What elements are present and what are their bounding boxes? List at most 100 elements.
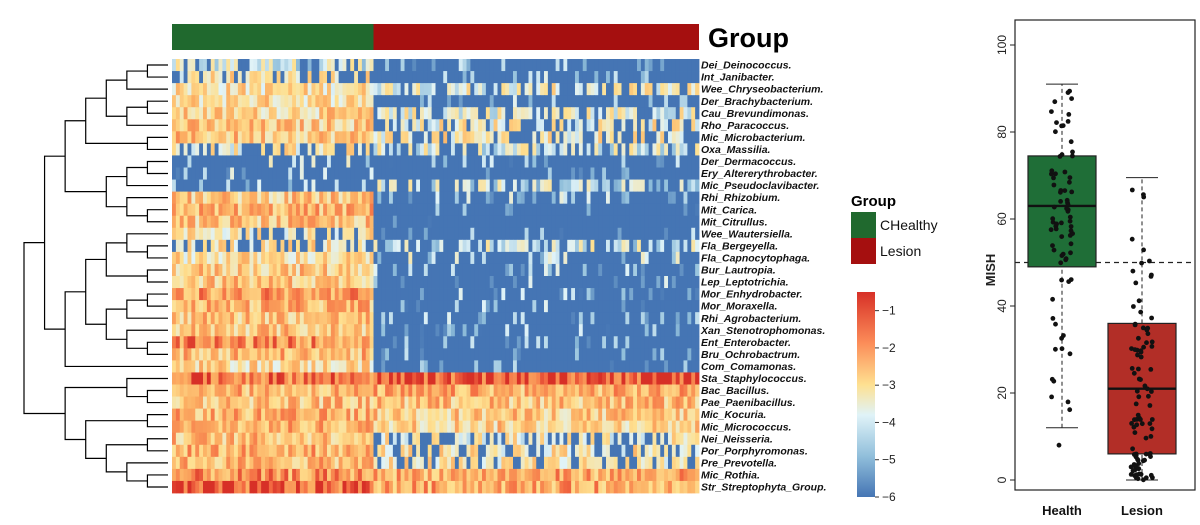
- heatmap-cell: [172, 480, 177, 494]
- heatmap-cell: [330, 131, 336, 144]
- heatmap-cell: [408, 251, 413, 265]
- heatmap-cell: [513, 95, 518, 108]
- heatmap-cell: [296, 336, 301, 349]
- heatmap-cell: [594, 191, 599, 205]
- heatmap-cell: [272, 312, 278, 325]
- heatmap-cell: [489, 468, 495, 482]
- heatmap-cell: [648, 71, 653, 84]
- heatmap-cell: [253, 456, 258, 470]
- heatmap-cell: [373, 119, 378, 132]
- heatmap-cell: [575, 227, 580, 241]
- heatmap-cell: [652, 71, 657, 84]
- heatmap-cell: [404, 300, 409, 313]
- heatmap-cell: [524, 360, 529, 373]
- heatmap-cell: [280, 468, 285, 482]
- row-label: Mit_Carica.: [701, 204, 757, 216]
- heatmap-cell: [319, 336, 324, 349]
- heatmap-cell: [338, 143, 343, 156]
- heatmap-cell: [175, 372, 181, 385]
- heatmap-cell: [342, 456, 347, 470]
- heatmap-cell: [520, 276, 526, 289]
- heatmap-cell: [575, 468, 580, 482]
- heatmap-cell: [544, 227, 549, 241]
- heatmap-cell: [613, 215, 619, 229]
- heatmap-cell: [272, 155, 278, 168]
- heatmap-cell: [544, 300, 549, 313]
- heatmap-cell: [187, 456, 192, 470]
- heatmap-cell: [350, 191, 355, 205]
- heatmap-cell: [226, 95, 231, 108]
- heatmap-cell: [489, 191, 495, 205]
- heatmap-cell: [183, 396, 188, 410]
- heatmap-cell: [423, 300, 429, 313]
- heatmap-cell: [544, 95, 549, 108]
- heatmap-cell: [265, 155, 270, 168]
- heatmap-cell: [625, 263, 630, 277]
- heatmap-cell: [590, 227, 595, 241]
- heatmap-cell: [621, 396, 626, 410]
- heatmap-cell: [191, 215, 196, 229]
- heatmap-cell: [234, 227, 239, 241]
- heatmap-cell: [284, 167, 289, 180]
- heatmap-cell: [563, 324, 568, 337]
- heatmap-cell: [199, 167, 204, 180]
- heatmap-cell: [493, 324, 498, 337]
- heatmap-cell: [590, 239, 595, 253]
- heatmap-cell: [470, 432, 475, 446]
- heatmap-cell: [226, 276, 231, 289]
- heatmap-cell: [400, 300, 405, 313]
- heatmap-cell: [241, 480, 247, 494]
- heatmap-cell: [532, 95, 537, 108]
- heatmap-cell: [675, 263, 681, 277]
- heatmap-cell: [222, 215, 227, 229]
- heatmap-cell: [222, 59, 227, 72]
- heatmap-cell: [493, 444, 498, 458]
- heatmap-cell: [524, 432, 529, 446]
- heatmap-cell: [334, 227, 340, 241]
- heatmap-cell: [637, 203, 642, 217]
- heatmap-cell: [447, 143, 452, 156]
- heatmap-cell: [598, 444, 603, 458]
- heatmap-cell: [315, 324, 320, 337]
- heatmap-cell: [462, 107, 467, 120]
- heatmap-cell: [404, 59, 409, 72]
- heatmap-cell: [482, 468, 487, 482]
- heatmap-cell: [249, 312, 254, 325]
- heatmap-cell: [454, 480, 460, 494]
- heatmap-cell: [609, 312, 615, 325]
- heatmap-cell: [582, 300, 588, 313]
- heatmap-cell: [369, 312, 374, 325]
- heatmap-cell: [691, 263, 696, 277]
- heatmap-cell: [544, 372, 549, 385]
- heatmap-cell: [598, 336, 603, 349]
- heatmap-cell: [664, 131, 669, 144]
- heatmap-cell: [210, 143, 216, 156]
- heatmap-cell: [354, 215, 359, 229]
- heatmap-cell: [203, 288, 208, 301]
- heatmap-cell: [350, 456, 355, 470]
- heatmap-cell: [237, 155, 243, 168]
- heatmap-cell: [555, 155, 560, 168]
- heatmap-cell: [501, 131, 506, 144]
- heatmap-cell: [602, 300, 607, 313]
- heatmap-cell: [365, 239, 371, 253]
- heatmap-cell: [420, 239, 425, 253]
- heatmap-cell: [513, 300, 518, 313]
- heatmap-cell: [214, 119, 219, 132]
- heatmap-cell: [648, 59, 653, 72]
- heatmap-cell: [307, 300, 312, 313]
- heatmap-cell: [524, 203, 529, 217]
- heatmap-cell: [466, 107, 471, 120]
- heatmap-cell: [203, 95, 208, 108]
- heatmap-cell: [226, 420, 231, 434]
- heatmap-cell: [400, 480, 405, 494]
- heatmap-cell: [404, 288, 409, 301]
- heatmap-cell: [675, 251, 681, 265]
- heatmap-cell: [540, 432, 545, 446]
- heatmap-cell: [606, 227, 611, 241]
- heatmap-cell: [206, 480, 212, 494]
- heatmap-cell: [373, 276, 378, 289]
- heatmap-cell: [214, 71, 219, 84]
- heatmap-cell: [683, 71, 688, 84]
- heatmap-cell: [203, 336, 208, 349]
